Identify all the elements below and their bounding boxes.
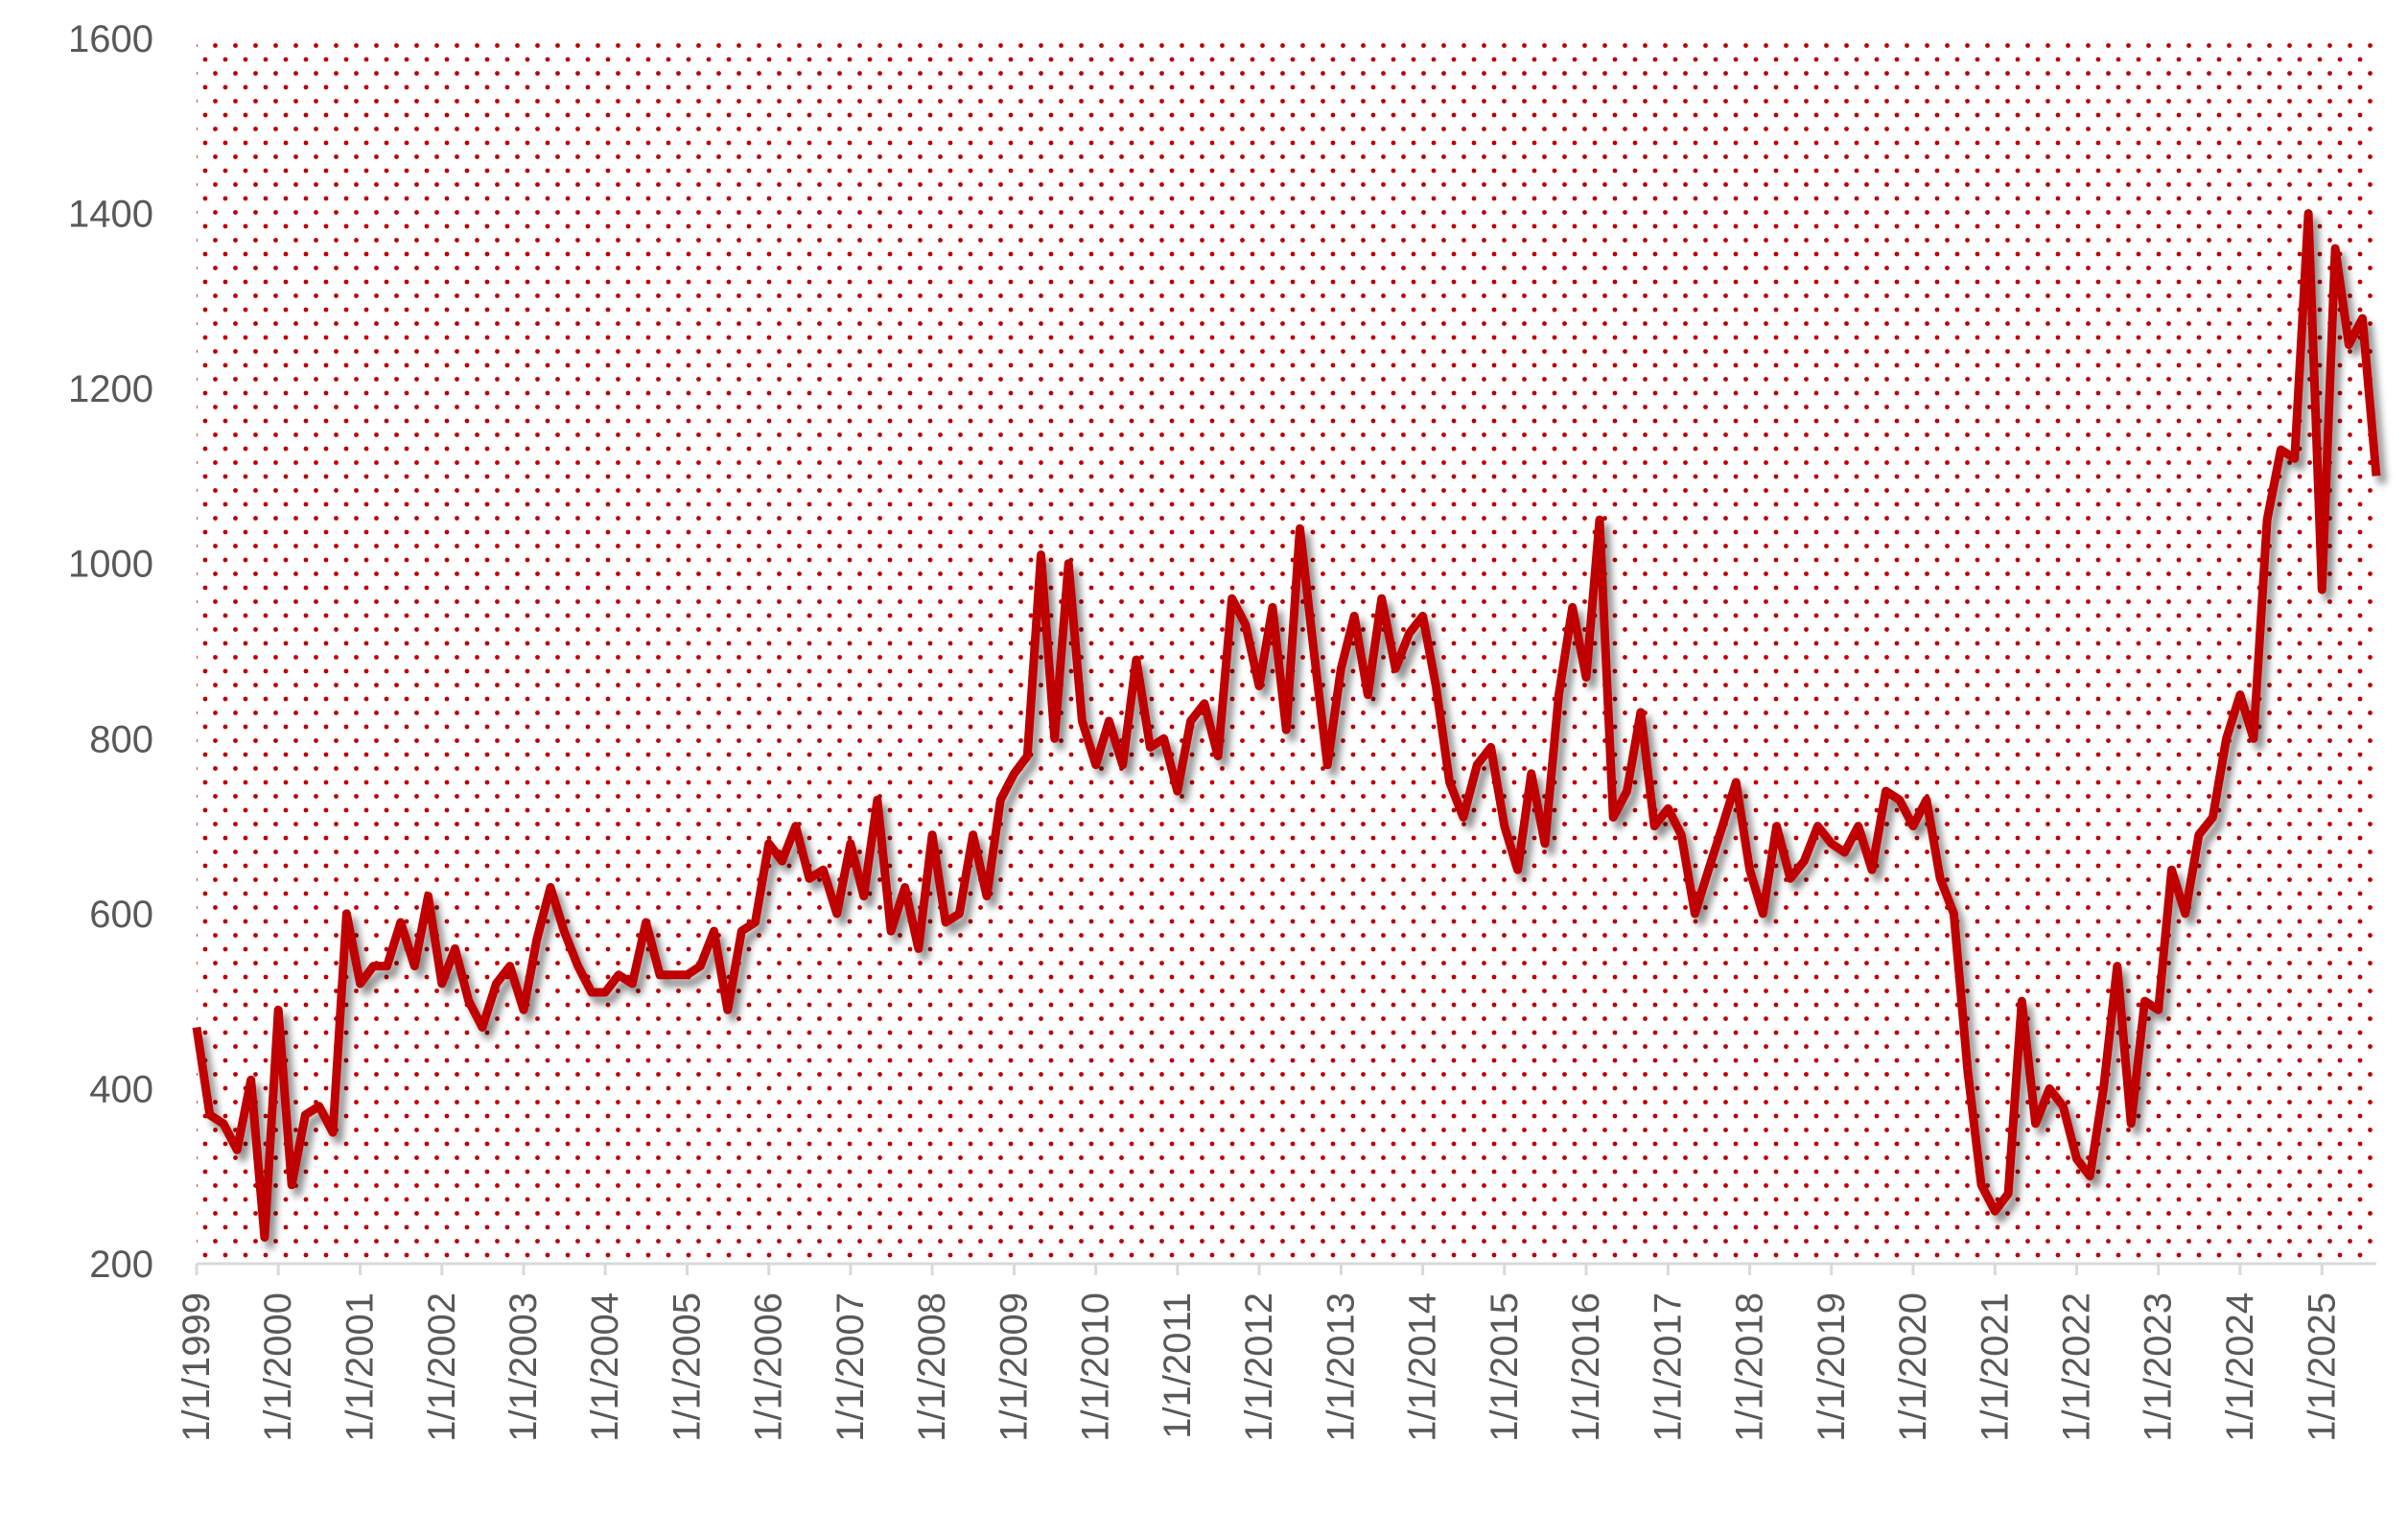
x-tick-label: 1/1/2020: [1892, 1292, 1934, 1442]
x-tick-label: 1/1/2021: [1974, 1292, 2016, 1442]
x-tick-label: 1/1/2015: [1484, 1292, 1526, 1442]
x-tick-label: 1/1/1999: [175, 1292, 218, 1442]
x-tick-label: 1/1/2008: [911, 1292, 953, 1442]
x-tick-label: 1/1/2017: [1647, 1292, 1689, 1442]
x-tick-label: 1/1/2019: [1811, 1292, 1853, 1442]
y-tick-label: 1400: [68, 194, 153, 236]
y-tick-label: 600: [89, 894, 153, 936]
x-tick-label: 1/1/2013: [1320, 1292, 1362, 1442]
x-tick-label: 1/1/2006: [748, 1292, 790, 1442]
x-tick-label: 1/1/2004: [584, 1292, 626, 1442]
x-tick-label: 1/1/2007: [830, 1292, 872, 1442]
x-tick-label: 1/1/2023: [2138, 1292, 2180, 1442]
y-tick-label: 400: [89, 1068, 153, 1110]
x-tick-label: 1/1/2002: [421, 1292, 463, 1442]
x-tick-label: 1/1/2012: [1238, 1292, 1280, 1442]
x-tick-label: 1/1/2000: [257, 1292, 299, 1442]
y-tick-label: 1600: [68, 18, 153, 60]
x-tick-label: 1/1/2018: [1729, 1292, 1771, 1442]
x-tick-label: 1/1/2024: [2219, 1292, 2261, 1442]
x-tick-label: 1/1/2011: [1157, 1292, 1199, 1439]
x-tick-label: 1/1/2025: [2301, 1292, 2343, 1442]
x-tick-label: 1/1/2010: [1075, 1292, 1117, 1442]
x-tick-label: 1/1/2001: [339, 1292, 382, 1442]
y-tick-label: 1200: [68, 368, 153, 410]
y-tick-label: 1000: [68, 544, 153, 586]
x-tick-label: 1/1/2014: [1402, 1292, 1444, 1442]
plot-area: [197, 38, 2376, 1264]
y-tick-label: 200: [89, 1244, 153, 1286]
data-line: [192, 209, 2381, 1243]
y-tick-label: 800: [89, 718, 153, 760]
x-tick-label: 1/1/2009: [993, 1292, 1035, 1442]
x-tick-label: 1/1/2016: [1565, 1292, 1607, 1442]
x-tick-label: 1/1/2022: [2056, 1292, 2098, 1442]
x-tick-label: 1/1/2003: [503, 1292, 545, 1442]
x-tick-label: 1/1/2005: [666, 1292, 709, 1442]
